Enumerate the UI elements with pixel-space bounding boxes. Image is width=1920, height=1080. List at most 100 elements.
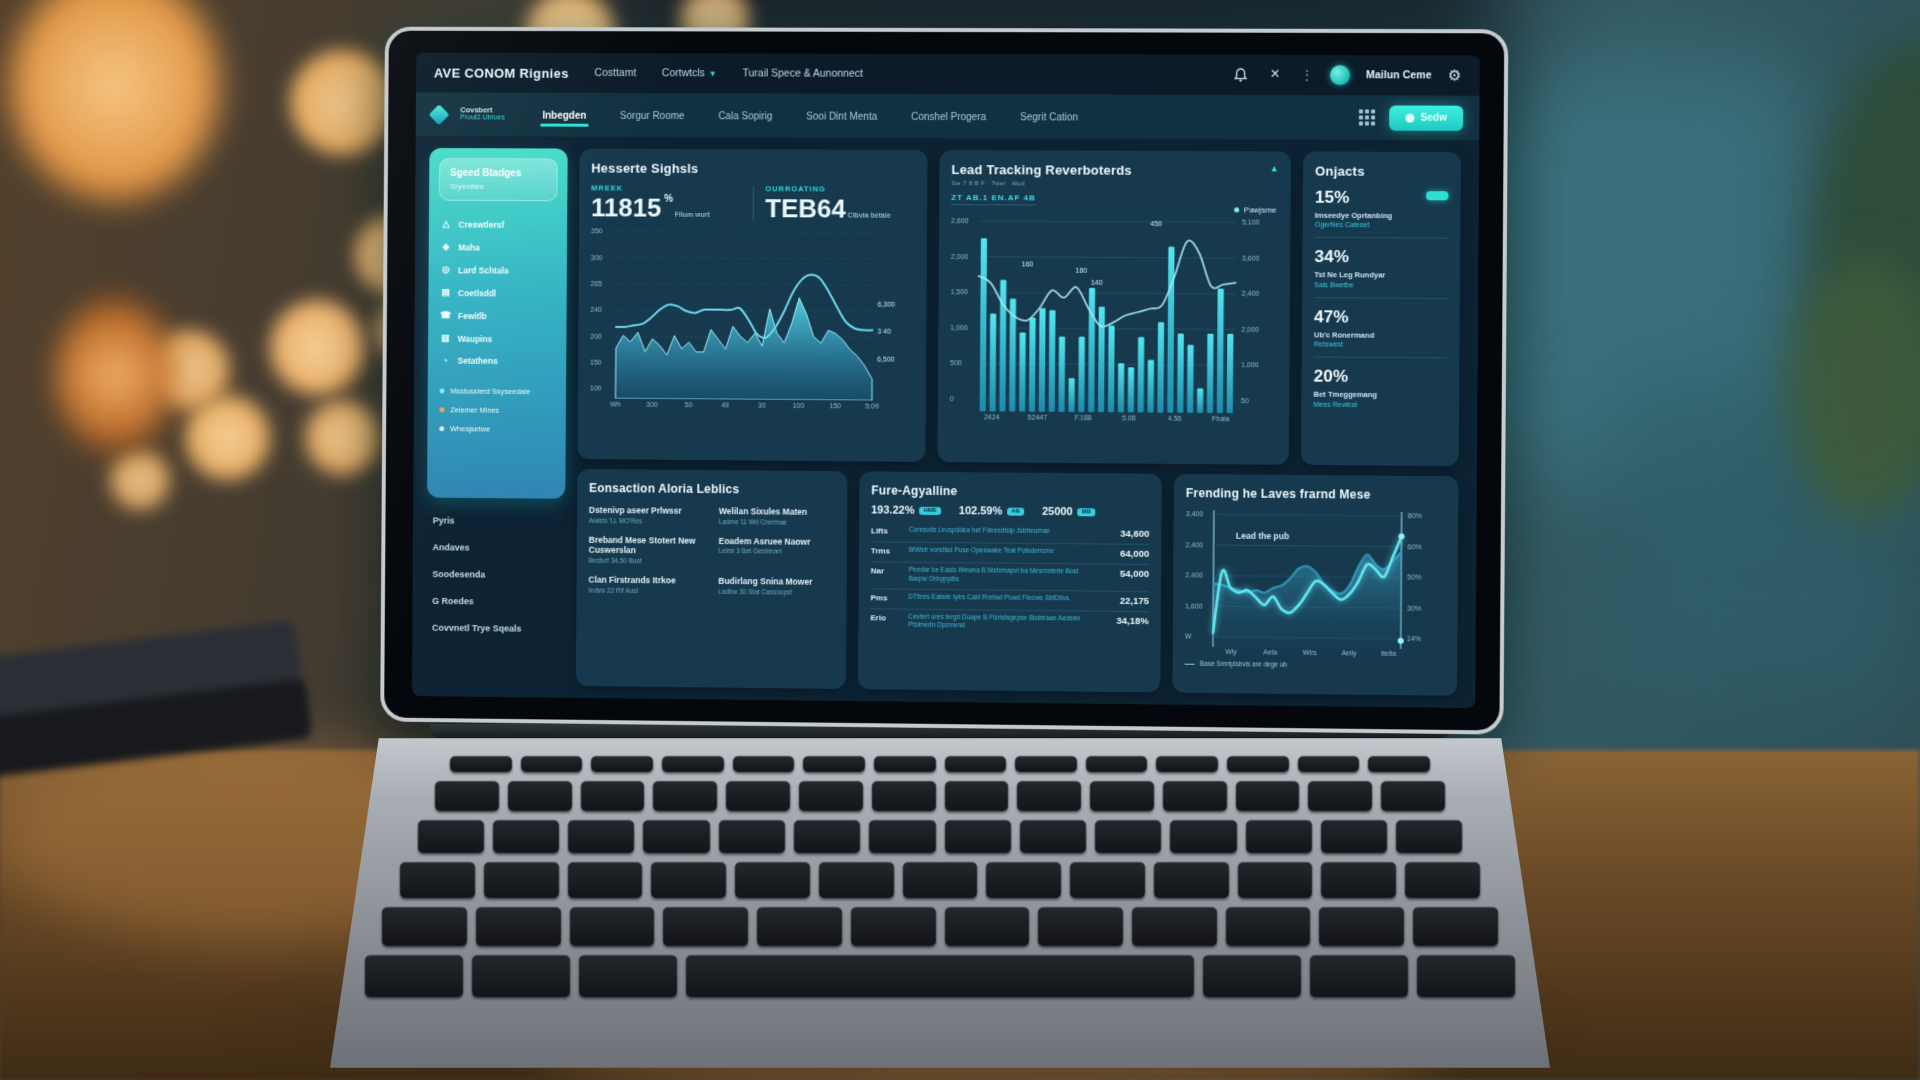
key[interactable] [873,756,936,772]
tab-conshel-progera[interactable]: Conshel Progera [911,111,987,124]
eonsaction-item[interactable]: Dstenivp aseer Prlwssr Awists 'LL MO'Res [589,505,705,526]
key[interactable] [661,756,724,772]
table-row[interactable]: Pms DTbres Eatwle tytrs Cald Rrebwl Powd … [870,587,1149,611]
key[interactable] [944,820,1011,853]
key[interactable] [1412,907,1498,946]
primary-action-button[interactable]: Sedw [1389,104,1464,131]
key[interactable] [1017,781,1082,811]
key[interactable] [567,862,643,898]
key[interactable] [1153,862,1229,898]
key[interactable] [643,820,710,853]
key[interactable] [1368,756,1430,772]
key[interactable] [871,781,936,811]
line-chart[interactable]: 3,400 2,400 2,400 1,600 W 80% 60% 50% 30% 14% Lead… [1185,508,1446,661]
key[interactable] [1297,756,1360,772]
sidebar-header-card[interactable]: Sgeed Btadges Sryerdtes [438,157,558,202]
key[interactable] [1405,862,1480,898]
grid-view-icon[interactable] [1358,109,1376,126]
key[interactable] [1310,955,1409,997]
key[interactable] [492,820,560,853]
table-row[interactable]: Erio Cevtert ures tergb Duape B Fizrislsg… [870,607,1149,638]
key[interactable] [944,756,1007,772]
key[interactable] [1038,907,1123,946]
key[interactable] [569,907,655,946]
sidebar-item[interactable]: ▥ Waupins [438,327,557,351]
tab-cala-sopirig[interactable]: Cala Sopirig [718,111,773,123]
key[interactable] [1237,862,1313,898]
key[interactable] [580,781,645,811]
key[interactable] [651,862,727,898]
key[interactable] [732,756,795,772]
key[interactable] [798,781,863,811]
key[interactable] [735,862,810,898]
sidebar-bullet-item[interactable]: Whesjsetwe [437,419,556,439]
key[interactable] [450,756,512,772]
key[interactable] [507,781,572,811]
key[interactable] [1320,820,1388,853]
nav-item[interactable]: Turail Spece & Aunonnect [742,67,864,80]
key[interactable] [818,862,894,898]
kebab-menu-icon[interactable]: ⋮ [1300,66,1314,83]
key[interactable] [718,820,785,853]
sidebar-footer-item[interactable]: Soodesenda [432,569,486,580]
key[interactable] [1090,781,1154,811]
key[interactable] [757,907,842,946]
key[interactable] [850,907,936,946]
onjacts-item[interactable]: 20% Bet Tmeggemang Mees Rewtrat [1313,358,1447,418]
table-row[interactable]: Trms BtWstr vorstlsd Puse Opeswake Teat P… [870,541,1150,564]
key[interactable] [1203,955,1302,997]
key[interactable] [1321,862,1397,898]
sidebar-item[interactable]: ◈ Maha [439,235,558,258]
sidebar-item[interactable]: ☎ Fewitlb [438,304,557,328]
onjacts-item[interactable]: 47% Ub'c Ronermand Retswest [1313,297,1448,359]
key[interactable] [435,781,499,811]
tab-sorgur-roome[interactable]: Sorgur Roome [619,110,685,123]
sidebar-item[interactable]: ◎ Lard Schtala [438,258,557,282]
key[interactable] [793,820,861,853]
sidebar-bullet-item[interactable]: Zelemer Mines [437,400,556,420]
spacebar-key[interactable] [685,955,1195,997]
eonsaction-item[interactable]: Breband Mese Stotert New Cuswerslan Bestu… [589,534,705,565]
table-row[interactable]: Lifts Coresvds Levspddea het Fdeesdtslp J… [871,522,1149,544]
key[interactable] [1019,820,1087,853]
key[interactable] [653,781,718,811]
nav-item-dropdown[interactable]: Cortwtcls ▼ [661,67,717,80]
key[interactable] [902,862,978,898]
nav-item[interactable]: Costtamt [594,67,637,80]
sidebar-footer-item[interactable]: Covvnetl Trye Sqeals [431,622,522,634]
key[interactable] [1227,756,1289,772]
key[interactable] [1225,907,1311,946]
key[interactable] [476,907,561,946]
avatar[interactable] [1329,65,1350,86]
key[interactable] [1070,862,1145,898]
key[interactable] [1381,781,1445,811]
key[interactable] [726,781,790,811]
user-name[interactable]: Mailun Ceme [1366,69,1432,82]
key[interactable] [400,862,475,898]
key[interactable] [578,955,677,997]
key[interactable] [803,756,865,772]
key[interactable] [944,907,1030,946]
key[interactable] [382,907,468,946]
key[interactable] [520,756,583,772]
sidebar-footer-item[interactable]: Andaves [432,542,470,553]
key[interactable] [869,820,936,853]
onjacts-item[interactable]: 34% Tst Ne Leg Rundyar Sals Bwetbe [1314,238,1449,299]
key[interactable] [1235,781,1300,811]
key[interactable] [1085,756,1148,772]
key[interactable] [1319,907,1404,946]
sidebar-item[interactable]: △ Creswtlersf [439,213,558,236]
tab-segrit-cation[interactable]: Segrit Cation [1020,112,1079,124]
onjacts-item[interactable]: 15% Imseedye Oprtanbing OgerNes Cateset [1314,178,1449,239]
area-chart[interactable]: 350 300 265 240 200 150 100 Wh 300 50 49 30 100 150 5:… [590,228,915,416]
key[interactable] [1396,820,1463,853]
eonsaction-item[interactable]: Budirlang Snina Mower Ladbw 30 Stat Casso… [718,576,835,597]
key[interactable] [1417,955,1516,997]
sidebar-item[interactable]: ◔ Setathens [438,350,557,373]
key[interactable] [1308,781,1373,811]
key[interactable] [1245,820,1312,853]
key[interactable] [417,820,484,853]
eonsaction-item[interactable]: Eoadem Asruee Naowr Lelrst 3 Bet Gestreoe… [718,536,835,567]
key[interactable] [1170,820,1237,853]
table-row[interactable]: Nar Peedar be Easls Wewna B Mshimapvl ba … [870,561,1150,591]
